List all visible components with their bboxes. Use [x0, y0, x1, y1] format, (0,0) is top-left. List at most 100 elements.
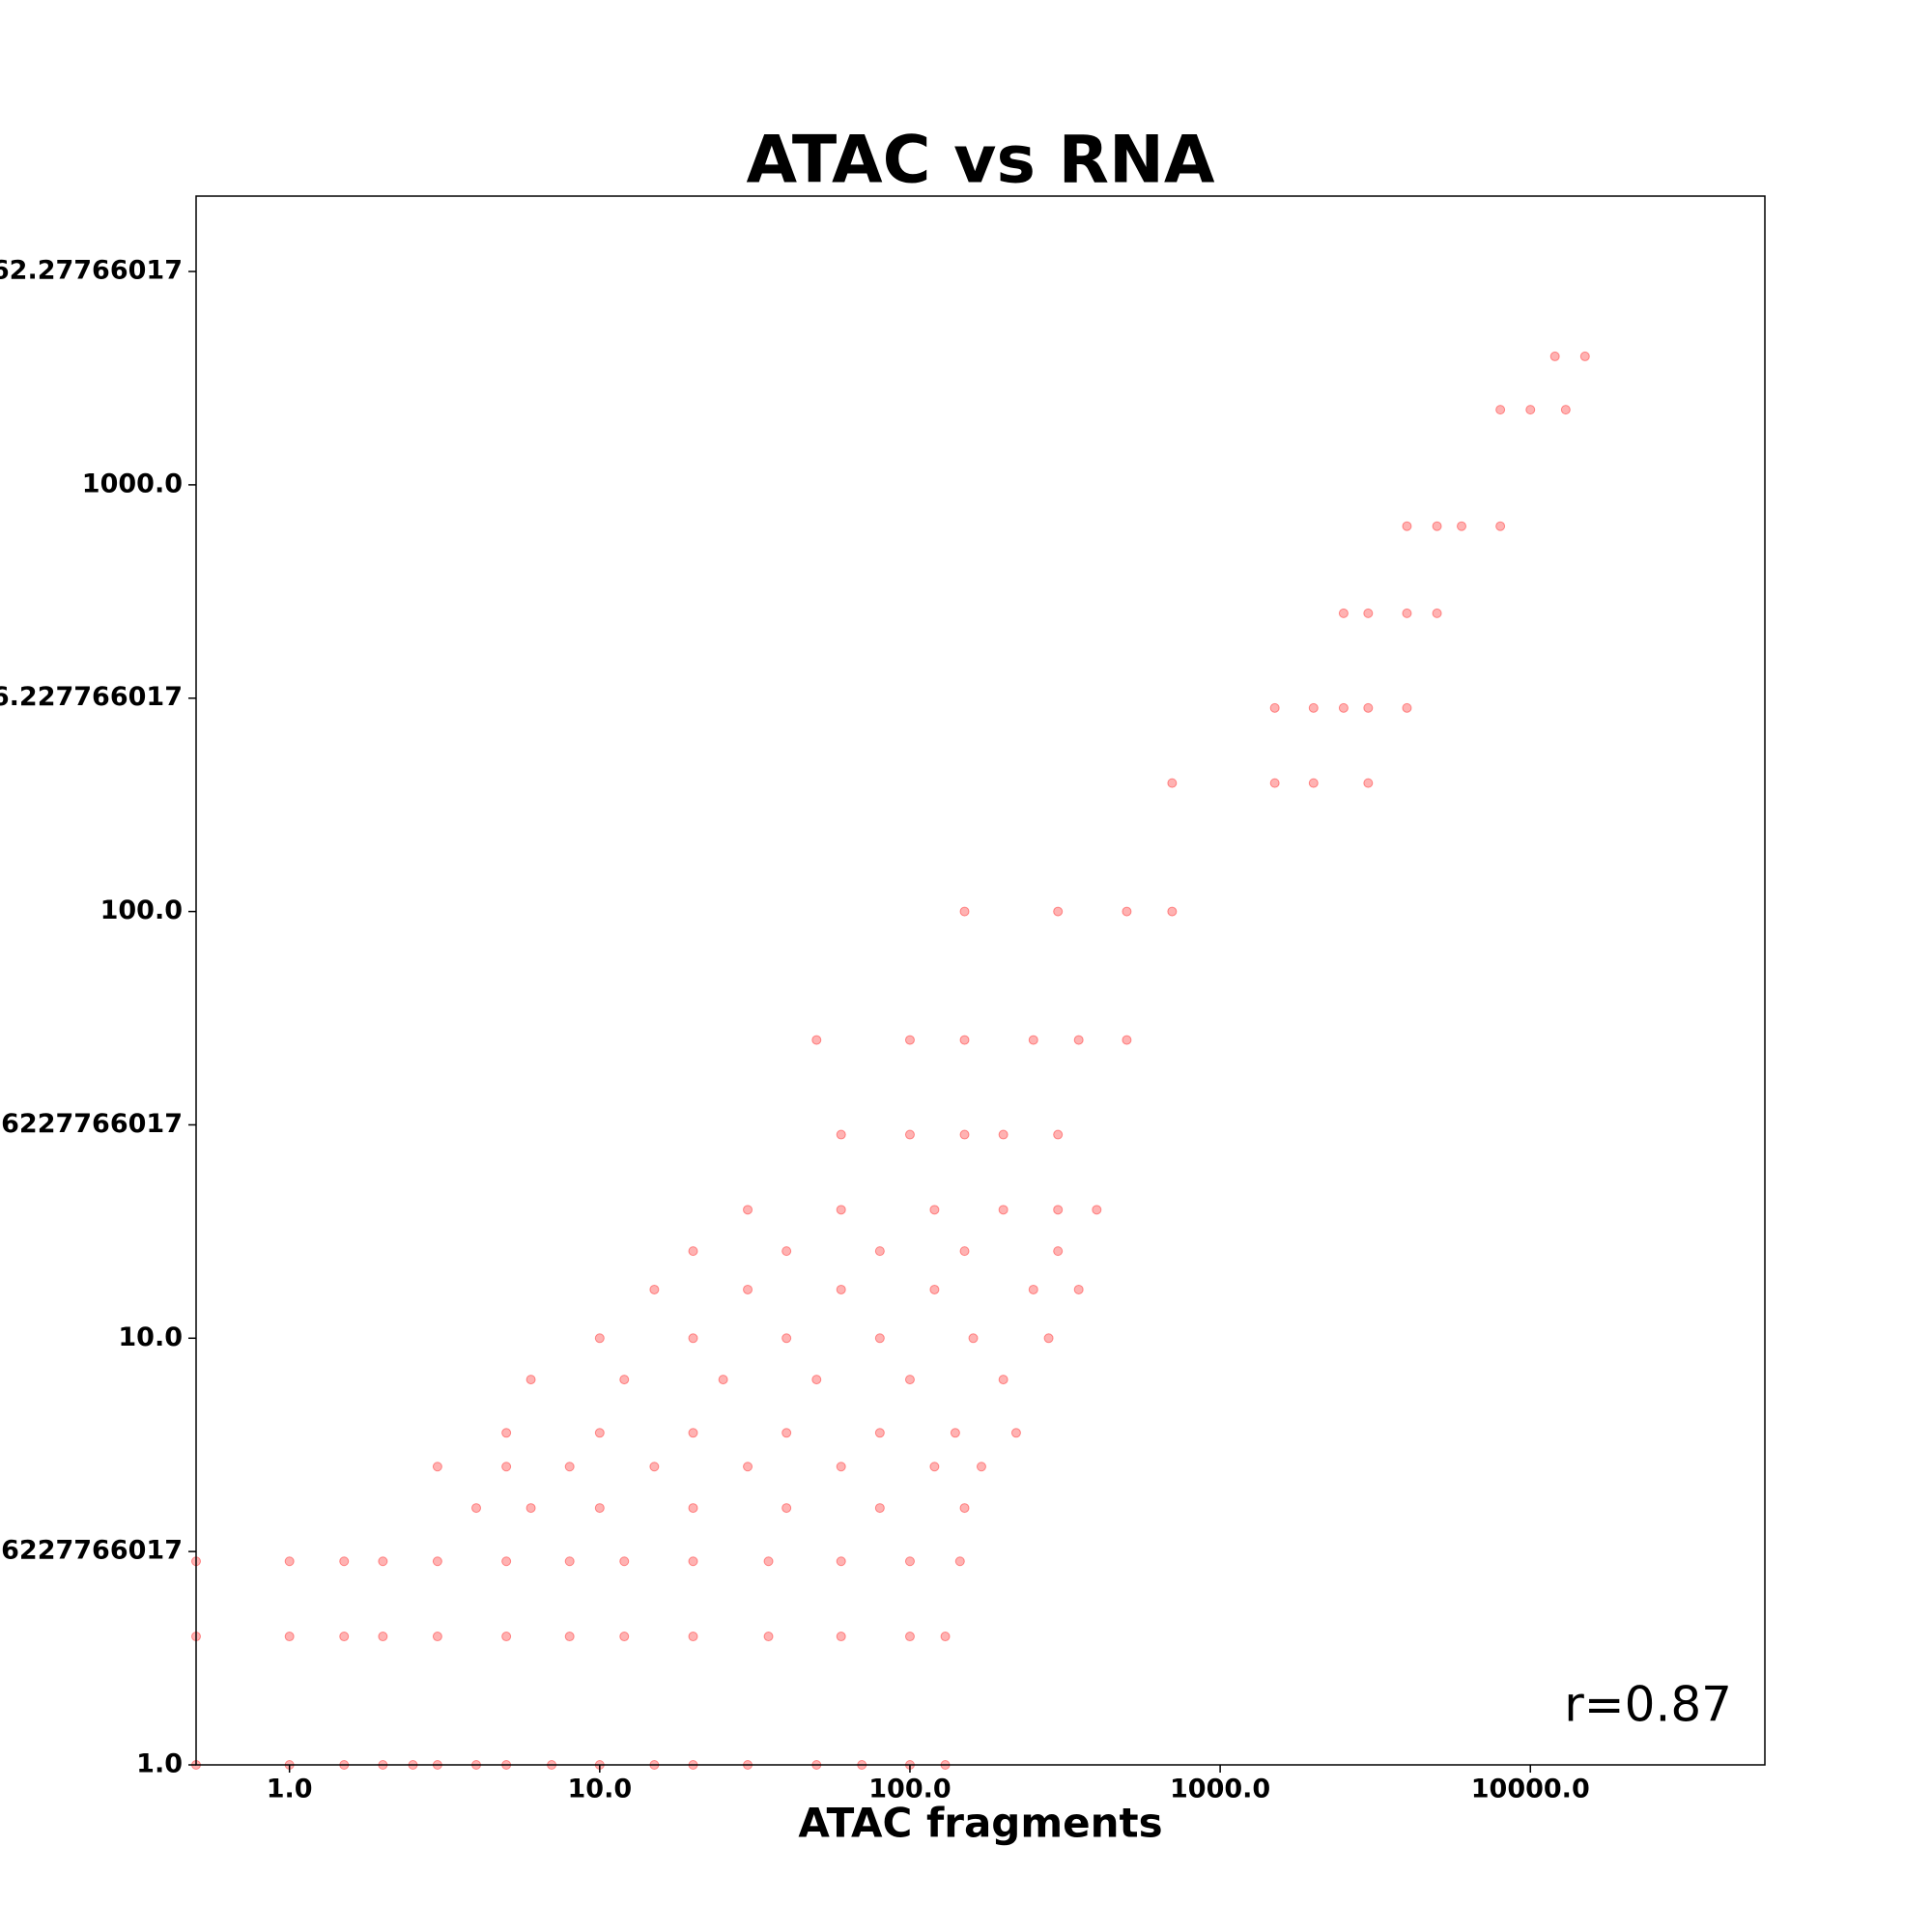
point [1122, 1035, 1132, 1045]
x-axis-label: ATAC fragments [798, 1800, 1162, 1847]
x-tick-label: 1000.0 [1170, 1775, 1270, 1804]
point [743, 1462, 753, 1472]
y-tick-label: 316.227766017 [0, 682, 183, 712]
point [929, 1205, 940, 1215]
point [904, 1035, 915, 1045]
point [836, 1284, 846, 1294]
point [339, 1556, 350, 1567]
point [904, 1632, 915, 1642]
point [954, 1556, 965, 1567]
point [564, 1556, 575, 1567]
point [781, 1246, 792, 1257]
point [904, 1556, 915, 1567]
point [950, 1428, 960, 1438]
point [1363, 778, 1374, 788]
point [1338, 608, 1349, 618]
point [836, 1462, 846, 1472]
point [968, 1333, 979, 1344]
point [1043, 1333, 1054, 1344]
point [1167, 906, 1178, 917]
point [432, 1556, 442, 1567]
y-tick-label: 3162.27766017 [0, 256, 183, 286]
point [1092, 1205, 1102, 1215]
point [1308, 778, 1319, 788]
point [1525, 405, 1536, 415]
point [1402, 702, 1412, 713]
point [501, 1462, 512, 1472]
point [432, 1462, 442, 1472]
point [874, 1428, 885, 1438]
point [619, 1556, 630, 1567]
point [874, 1333, 885, 1344]
point [649, 1284, 660, 1294]
point [339, 1632, 350, 1642]
point [998, 1129, 1009, 1140]
point [1010, 1428, 1021, 1438]
y-tick-label: 1.0 [136, 1749, 183, 1779]
point [959, 1246, 970, 1257]
point [959, 1503, 970, 1514]
x-tick-label: 100.0 [868, 1775, 951, 1804]
point [836, 1556, 846, 1567]
point [904, 1375, 915, 1385]
y-tick-label: 3.16227766017 [0, 1536, 183, 1566]
point [1432, 608, 1442, 618]
point [1308, 702, 1319, 713]
point [929, 1284, 940, 1294]
point [959, 906, 970, 917]
annotation: r=0.87 [1564, 1677, 1732, 1733]
point [594, 1428, 605, 1438]
point [501, 1428, 512, 1438]
point [998, 1375, 1009, 1385]
point [811, 1375, 822, 1385]
point [1457, 521, 1467, 531]
point [811, 1035, 822, 1045]
point [1338, 702, 1349, 713]
point [874, 1246, 885, 1257]
point [1053, 1129, 1064, 1140]
point [1363, 702, 1374, 713]
point [874, 1503, 885, 1514]
point [929, 1462, 940, 1472]
point [1549, 351, 1560, 361]
point [940, 1632, 951, 1642]
point [743, 1205, 753, 1215]
point [688, 1632, 698, 1642]
point [1122, 906, 1132, 917]
point [432, 1632, 442, 1642]
point [1073, 1284, 1084, 1294]
point [1269, 778, 1280, 788]
point [781, 1333, 792, 1344]
point [284, 1556, 295, 1567]
point [688, 1428, 698, 1438]
point [781, 1503, 792, 1514]
y-tick-label: 10.0 [118, 1322, 183, 1352]
point [1495, 405, 1506, 415]
point [564, 1462, 575, 1472]
point [763, 1556, 774, 1567]
point [501, 1556, 512, 1567]
point [743, 1284, 753, 1294]
x-tick-label: 10000.0 [1471, 1775, 1590, 1804]
point [836, 1129, 846, 1140]
point [904, 1129, 915, 1140]
y-tick-label: 100.0 [100, 895, 183, 925]
point [1053, 1246, 1064, 1257]
point [594, 1503, 605, 1514]
point [1028, 1284, 1038, 1294]
point [378, 1632, 388, 1642]
point [619, 1375, 630, 1385]
plot-frame [195, 195, 1766, 1766]
point [526, 1503, 536, 1514]
point [959, 1035, 970, 1045]
point [1053, 1205, 1064, 1215]
point [649, 1462, 660, 1472]
point [564, 1632, 575, 1642]
point [1028, 1035, 1038, 1045]
point [1495, 521, 1506, 531]
point [781, 1428, 792, 1438]
x-tick-label: 10.0 [568, 1775, 633, 1804]
y-tick-label: 1000.0 [82, 469, 183, 498]
point [1167, 778, 1178, 788]
point [1363, 608, 1374, 618]
